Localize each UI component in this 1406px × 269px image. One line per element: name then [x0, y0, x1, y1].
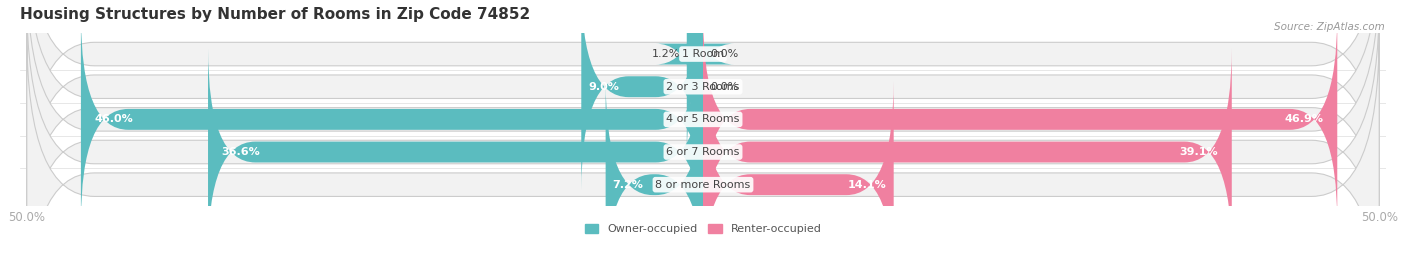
Text: 1 Room: 1 Room	[682, 49, 724, 59]
Text: Source: ZipAtlas.com: Source: ZipAtlas.com	[1274, 22, 1385, 31]
FancyBboxPatch shape	[703, 48, 1232, 256]
FancyBboxPatch shape	[606, 81, 703, 269]
FancyBboxPatch shape	[655, 0, 734, 158]
Text: 6 or 7 Rooms: 6 or 7 Rooms	[666, 147, 740, 157]
FancyBboxPatch shape	[27, 1, 1379, 269]
Text: 7.2%: 7.2%	[613, 180, 644, 190]
Text: 2 or 3 Rooms: 2 or 3 Rooms	[666, 82, 740, 92]
FancyBboxPatch shape	[27, 0, 1379, 238]
Text: 39.1%: 39.1%	[1180, 147, 1218, 157]
Text: Housing Structures by Number of Rooms in Zip Code 74852: Housing Structures by Number of Rooms in…	[20, 7, 530, 22]
FancyBboxPatch shape	[27, 0, 1379, 206]
Text: 14.1%: 14.1%	[848, 180, 887, 190]
Text: 46.0%: 46.0%	[94, 114, 134, 124]
Text: 0.0%: 0.0%	[710, 49, 738, 59]
FancyBboxPatch shape	[27, 33, 1379, 269]
Text: 8 or more Rooms: 8 or more Rooms	[655, 180, 751, 190]
FancyBboxPatch shape	[208, 48, 703, 256]
Text: 36.6%: 36.6%	[222, 147, 260, 157]
FancyBboxPatch shape	[703, 81, 894, 269]
FancyBboxPatch shape	[27, 0, 1379, 269]
Text: 1.2%: 1.2%	[651, 49, 681, 59]
Text: 46.9%: 46.9%	[1285, 114, 1323, 124]
Text: 0.0%: 0.0%	[710, 82, 738, 92]
FancyBboxPatch shape	[82, 16, 703, 223]
Text: 4 or 5 Rooms: 4 or 5 Rooms	[666, 114, 740, 124]
FancyBboxPatch shape	[703, 16, 1337, 223]
Legend: Owner-occupied, Renter-occupied: Owner-occupied, Renter-occupied	[581, 219, 825, 238]
FancyBboxPatch shape	[581, 0, 703, 190]
Text: 9.0%: 9.0%	[588, 82, 619, 92]
